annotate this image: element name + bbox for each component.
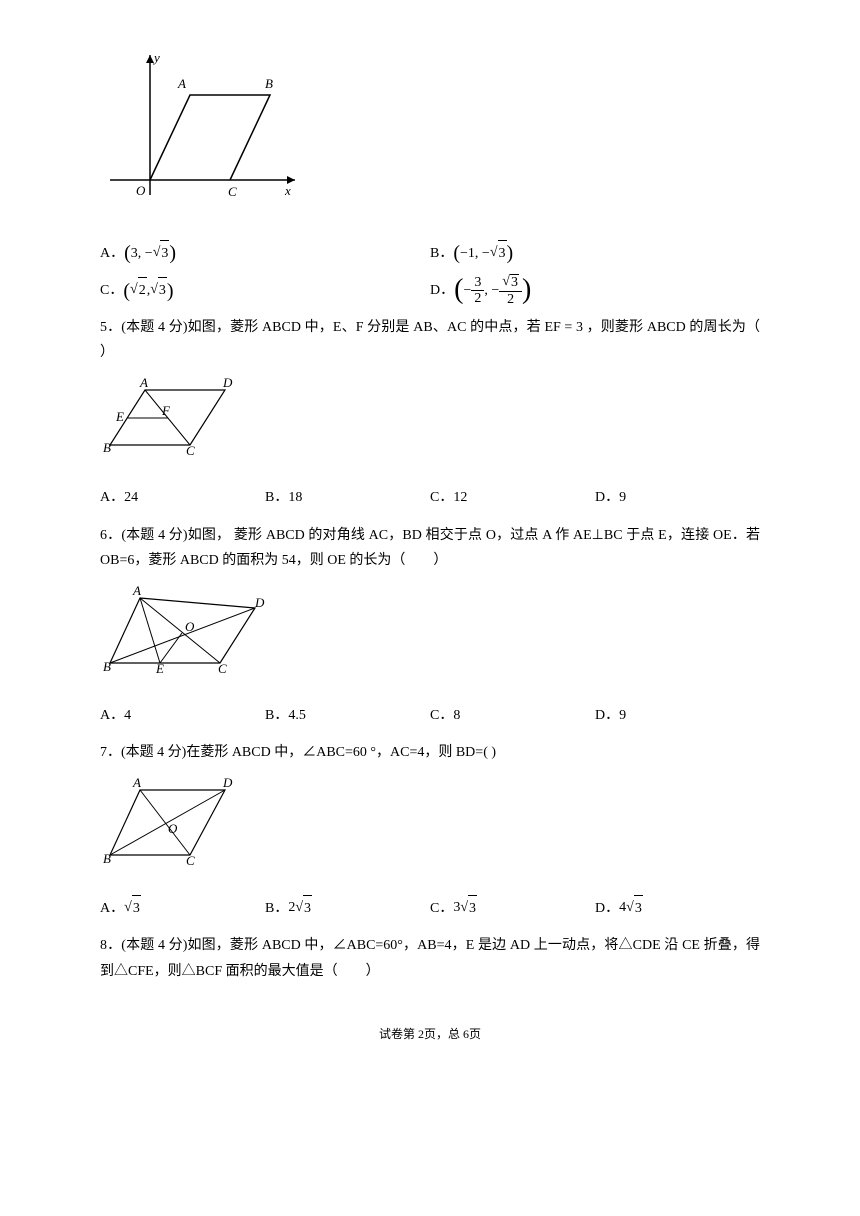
question-5: 5．(本题 4 分)如图，菱形 ABCD 中，E、F 分别是 AB、AC 的中点… (100, 315, 760, 511)
svg-text:D: D (222, 375, 233, 390)
figure-q4: y x O A B C (100, 40, 760, 220)
option-value: (3, −3) (124, 240, 176, 266)
svg-text:A: A (132, 775, 141, 790)
option-label: A． (100, 896, 124, 921)
q5-option-c[interactable]: C．12 (430, 485, 595, 510)
q7-option-d[interactable]: D． 43 (595, 895, 760, 921)
q6-option-d[interactable]: D．9 (595, 703, 760, 728)
svg-text:B: B (103, 851, 111, 866)
svg-text:A: A (132, 583, 141, 598)
q7-option-c[interactable]: C． 33 (430, 895, 595, 921)
svg-text:O: O (185, 619, 195, 634)
svg-text:B: B (265, 76, 273, 91)
q4-option-a[interactable]: A． (3, −3) (100, 240, 430, 266)
svg-text:x: x (284, 183, 291, 198)
question-8: 8．(本题 4 分)如图，菱形 ABCD 中，∠ABC=60°，AB=4，E 是… (100, 933, 760, 983)
svg-text:O: O (136, 183, 146, 198)
option-label: A．24 (100, 485, 138, 510)
option-label: A． (100, 241, 124, 266)
svg-text:E: E (115, 409, 124, 424)
option-label: B． (430, 241, 453, 266)
option-label: C．8 (430, 703, 460, 728)
q7-option-b[interactable]: B． 23 (265, 895, 430, 921)
svg-text:A: A (177, 76, 186, 91)
q7-options: A． 3 B． 23 C． 33 D． 43 (100, 895, 760, 921)
svg-text:F: F (161, 403, 171, 418)
option-value: 43 (619, 895, 643, 921)
option-label: C．12 (430, 485, 467, 510)
option-label: C． (100, 278, 123, 303)
option-value: (2, 3) (123, 277, 173, 303)
option-label: B．4.5 (265, 703, 306, 728)
svg-text:C: C (186, 853, 195, 868)
svg-text:C: C (186, 443, 195, 458)
option-label: D．9 (595, 703, 626, 728)
option-label: D．9 (595, 485, 626, 510)
page-footer: 试卷第 2页，总 6页 (100, 1024, 760, 1046)
svg-text:B: B (103, 440, 111, 455)
option-value: (−1, −3) (453, 240, 513, 266)
q5-text: 5．(本题 4 分)如图，菱形 ABCD 中，E、F 分别是 AB、AC 的中点… (100, 315, 760, 365)
svg-text:C: C (218, 661, 227, 676)
svg-text:B: B (103, 659, 111, 674)
q5-option-d[interactable]: D．9 (595, 485, 760, 510)
option-label: C． (430, 896, 453, 921)
option-label: D． (430, 278, 454, 303)
q7-option-a[interactable]: A． 3 (100, 895, 265, 921)
option-value: (−32, −32) (454, 274, 531, 307)
q6-option-c[interactable]: C．8 (430, 703, 595, 728)
q4-option-d[interactable]: D． (−32, −32) (430, 274, 760, 307)
option-value: 33 (453, 895, 477, 921)
q4-option-c[interactable]: C． (2, 3) (100, 274, 430, 307)
figure-q5: A D B C E F (100, 375, 760, 465)
option-value: 23 (288, 895, 312, 921)
q7-text: 7．(本题 4 分)在菱形 ABCD 中，∠ABC=60 °，AC=4，则 BD… (100, 740, 760, 765)
svg-text:D: D (222, 775, 233, 790)
question-6: 6．(本题 4 分)如图， 菱形 ABCD 的对角线 AC，BD 相交于点 O，… (100, 523, 760, 729)
option-label: D． (595, 896, 619, 921)
q5-option-b[interactable]: B．18 (265, 485, 430, 510)
q6-text: 6．(本题 4 分)如图， 菱形 ABCD 的对角线 AC，BD 相交于点 O，… (100, 523, 760, 573)
q6-option-b[interactable]: B．4.5 (265, 703, 430, 728)
q5-option-a[interactable]: A．24 (100, 485, 265, 510)
q6-options: A．4 B．4.5 C．8 D．9 (100, 703, 760, 728)
q4-option-b[interactable]: B． (−1, −3) (430, 240, 760, 266)
option-label: A．4 (100, 703, 131, 728)
q4-options-row1: A． (3, −3) B． (−1, −3) (100, 240, 760, 266)
svg-text:y: y (152, 50, 160, 65)
q8-text: 8．(本题 4 分)如图，菱形 ABCD 中，∠ABC=60°，AB=4，E 是… (100, 933, 760, 983)
q4-options-row2: C． (2, 3) D． (−32, −32) (100, 274, 760, 307)
figure-q7: A D B C O (100, 775, 760, 875)
svg-text:A: A (139, 375, 148, 390)
option-label: B． (265, 896, 288, 921)
svg-text:C: C (228, 184, 237, 199)
question-7: 7．(本题 4 分)在菱形 ABCD 中，∠ABC=60 °，AC=4，则 BD… (100, 740, 760, 921)
option-label: B．18 (265, 485, 302, 510)
svg-text:E: E (155, 661, 164, 676)
figure-q6: A D B C E O (100, 583, 760, 683)
svg-text:D: D (254, 595, 265, 610)
q6-option-a[interactable]: A．4 (100, 703, 265, 728)
svg-text:O: O (168, 821, 178, 836)
q5-options: A．24 B．18 C．12 D．9 (100, 485, 760, 510)
option-value: 3 (124, 895, 141, 921)
